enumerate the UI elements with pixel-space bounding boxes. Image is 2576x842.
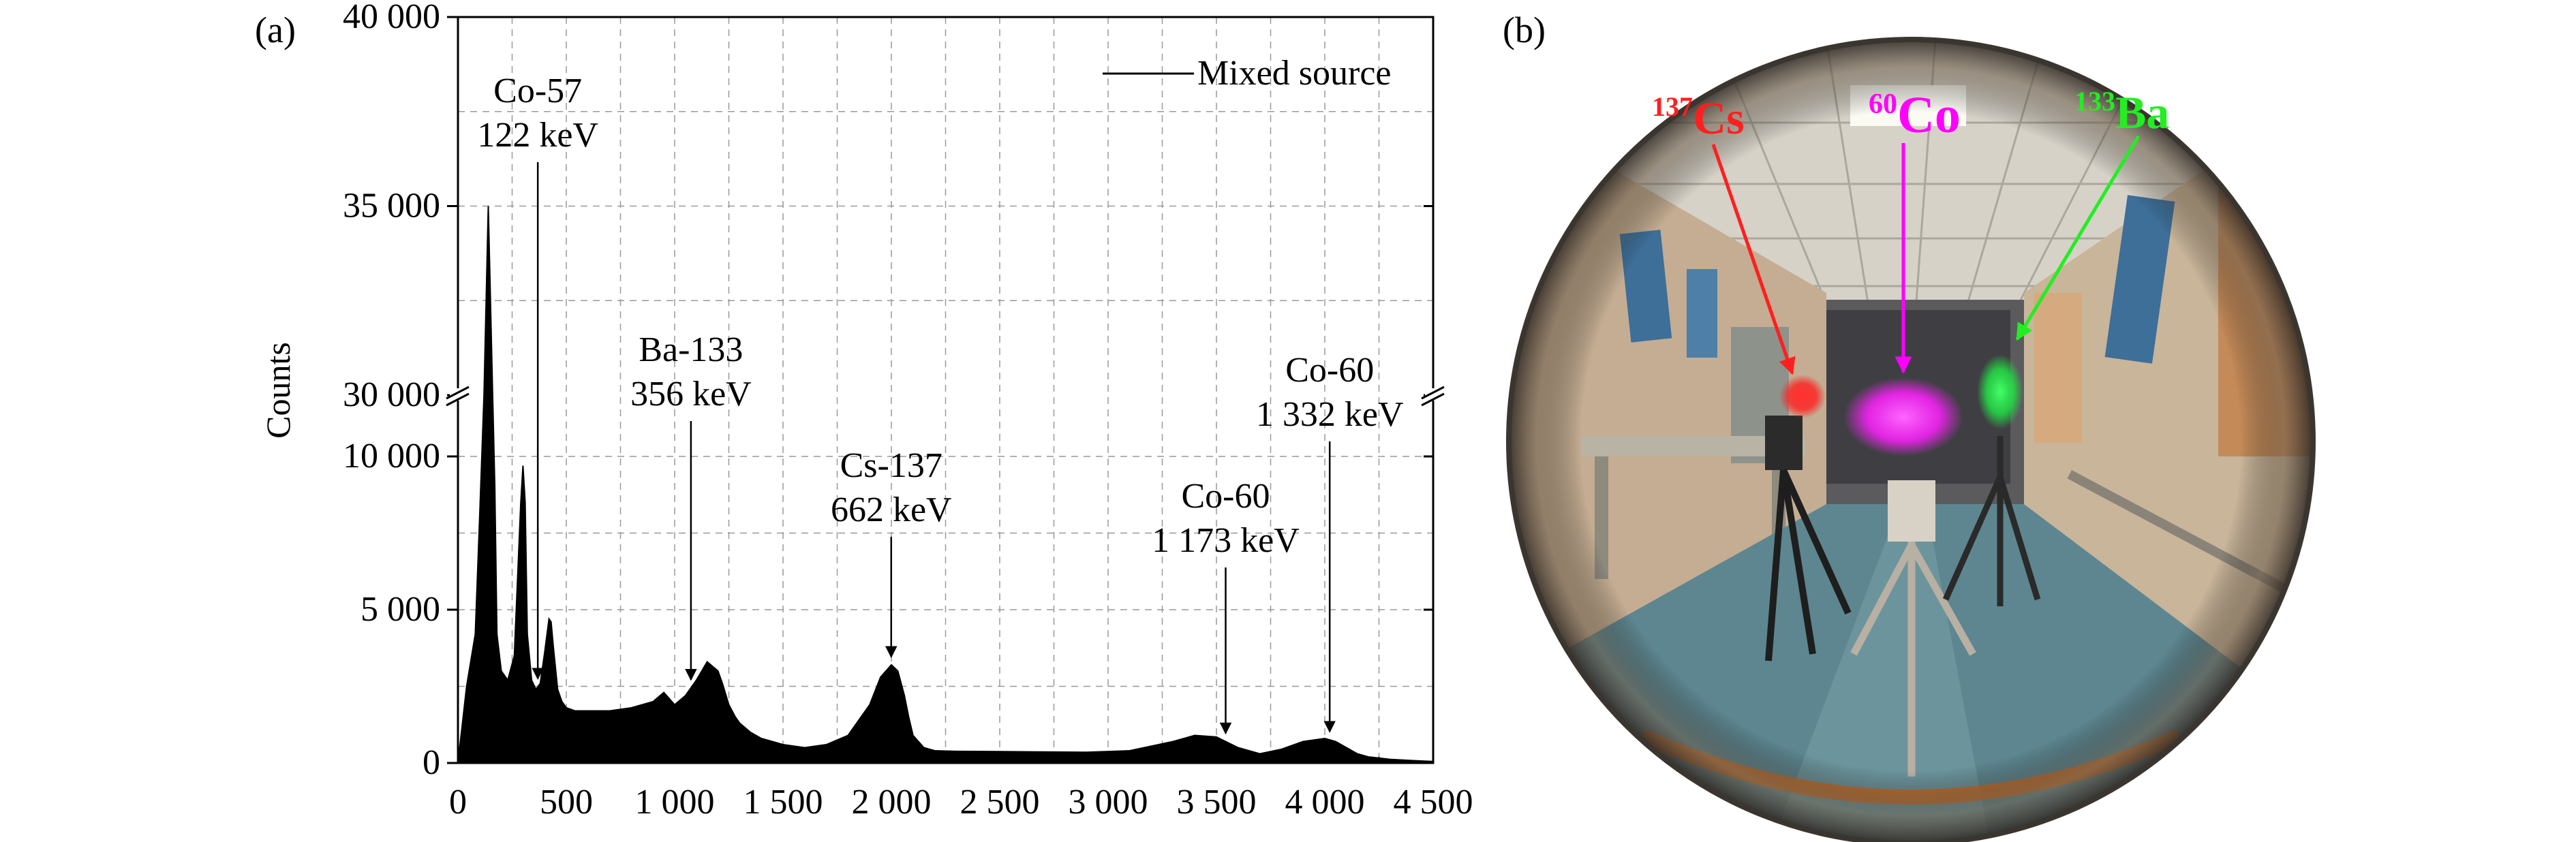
photo-scene (1509, 40, 2313, 842)
cs137-arrow (1711, 144, 1796, 375)
co60-symbol: Co (1897, 87, 1961, 144)
peak-annotation-isotope: Co-60 (1285, 351, 1374, 390)
svg-text:60Co: 60Co (1869, 87, 1961, 144)
spectrum-series-mixed-source (457, 206, 1434, 764)
x-tick-label: 3 500 (1177, 783, 1257, 822)
chart-grid (458, 17, 1433, 763)
svg-text:133Ba: 133Ba (2074, 86, 2169, 138)
ba133-arrow (2015, 135, 2141, 341)
y-tick-label: 30 000 (343, 375, 440, 414)
ba133-mass-number: 133 (2074, 86, 2115, 116)
y-tick-label: 0 (423, 743, 440, 782)
peak-annotation-energy: 356 keV (630, 375, 752, 414)
panel-b-label: (b) (1503, 10, 1546, 50)
peak-annotation-isotope: Co-57 (493, 72, 582, 110)
x-tick-label: 4 000 (1285, 783, 1365, 822)
peak-annotation-isotope: Co-60 (1182, 477, 1270, 516)
panel-a-label: (a) (255, 10, 296, 50)
chart-plot-area (457, 206, 1434, 764)
x-tick-label: 3 000 (1069, 783, 1148, 822)
legend: Mixed source (1103, 54, 1391, 93)
svg-text:137Cs: 137Cs (1652, 91, 1745, 144)
peak-annotation: Co-57 122 keV (477, 72, 598, 680)
peak-annotation: Cs-137 662 keV (831, 446, 952, 659)
peak-annotation: Co-60 1 332 keV (1256, 351, 1404, 733)
x-tick-label: 0 (449, 783, 467, 822)
x-tick-label: 2 500 (960, 783, 1040, 822)
y-tick-label: 5 000 (361, 590, 440, 629)
x-tick-label: 1 500 (743, 783, 823, 822)
peak-annotation-energy: 1 332 keV (1256, 395, 1404, 434)
axis-break-left (446, 386, 470, 407)
label-co60: 60Co (1869, 87, 1961, 374)
peak-annotation-energy: 1 173 keV (1152, 521, 1300, 560)
axis-break-right (1421, 386, 1445, 407)
label-ba133: 133Ba (2015, 86, 2169, 341)
ba133-symbol: Ba (2115, 87, 2169, 138)
chart-ticks: 0 500 1 000 1 500 2 000 2 500 3 000 3 500 4 000 4… (343, 0, 1473, 822)
peak-annotation-energy: 662 keV (831, 490, 952, 529)
peak-annotation: Co-60 1 173 keV (1152, 477, 1300, 735)
y-tick-label: 40 000 (343, 0, 440, 36)
x-tick-label: 1 000 (635, 783, 715, 822)
gamma-camera-photo: (b) (1503, 10, 2316, 842)
label-cs137: 137Cs (1652, 91, 1796, 375)
y-tick-label: 35 000 (343, 187, 440, 225)
peak-annotation: Ba-133 356 keV (630, 330, 752, 681)
x-tick-label: 500 (540, 783, 593, 822)
y-tick-label: 10 000 (343, 437, 440, 475)
x-tick-label: 2 000 (852, 783, 932, 822)
peak-annotation-isotope: Ba-133 (639, 330, 743, 369)
peak-annotations: Co-57 122 keV Ba-133 356 keV Cs-137 662 keV Co… (477, 72, 1404, 735)
peak-annotation-isotope: Cs-137 (840, 446, 942, 485)
cs137-symbol: Cs (1693, 92, 1745, 144)
co60-mass-number: 60 (1869, 89, 1897, 120)
y-axis-label: Counts (259, 342, 297, 439)
lens-outline (1506, 37, 2316, 842)
legend-label: Mixed source (1197, 54, 1391, 93)
x-tick-label: 4 500 (1394, 783, 1473, 822)
cs137-mass-number: 137 (1652, 91, 1693, 122)
spectrum-chart: (a) 0 500 1 000 1 500 2 000 2 500 3 000 3 500 4 … (255, 0, 1473, 822)
peak-annotation-energy: 122 keV (477, 116, 598, 155)
